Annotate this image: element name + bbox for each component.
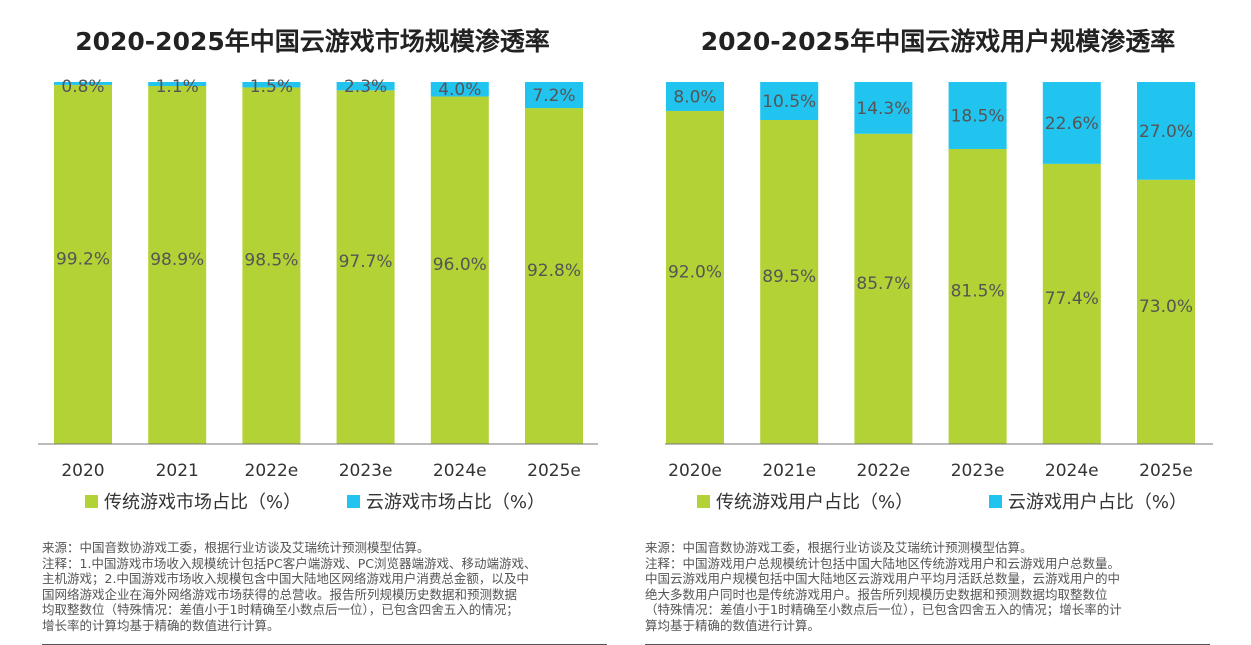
data-label-cloud: 1.1% (156, 77, 199, 97)
data-label-traditional: 98.9% (150, 250, 204, 270)
legend-swatch-traditional (85, 494, 98, 508)
x-tick-label: 2023e (951, 461, 1005, 481)
data-label-cloud: 8.0% (673, 87, 716, 107)
bar-cloud (525, 82, 583, 109)
note-line: 算均基于精确的数值进行计算。 (645, 617, 821, 633)
bar-cloud (760, 82, 819, 121)
user-penetration-chart: 92.0% 8.0% 2020e 89.5% 10.5% 2021e 85.7% 14.3% 2… (665, 82, 1213, 481)
bar-traditional (760, 120, 819, 444)
legend-label: 传统游戏市场占比（%） (104, 492, 302, 513)
data-label-traditional: 81.5% (951, 281, 1005, 301)
legend-swatch-cloud (346, 494, 360, 508)
source-note: 来源：中国音数协游戏工委，根据行业访谈及艾瑞统计预测模型估算。 注释：1.中国游… (42, 540, 536, 634)
chart-legend: 传统游戏市场占比（%） 云游戏市场占比（%） (85, 488, 585, 514)
note-line: 来源：中国音数协游戏工委，根据行业访谈及艾瑞统计预测模型估算。 (645, 540, 1033, 555)
data-label-cloud: 10.5% (762, 92, 816, 112)
market-penetration-chart: 99.2% 0.8% 2020 98.9% 1.1% 2021 98.5% 1.5% 2022e… (38, 77, 598, 481)
data-label-cloud: 27.0% (1139, 122, 1193, 142)
data-label-traditional: 92.0% (668, 262, 722, 282)
x-tick-label: 2020e (668, 461, 722, 481)
bar-cloud (242, 82, 301, 88)
note-line: 中国云游戏用户规模包括中国大陆地区云游戏用户平均月活跃总数量，云游戏用户的中 (645, 571, 1121, 587)
note-line: （特殊情况：差值小于1时精确至小数点后一位），已包含四舍五入的情况；增长率的计 (645, 602, 1122, 618)
data-label-cloud: 7.2% (532, 86, 575, 106)
user-penetration-panel: 2020-2025年中国云游戏用户规模渗透率 92.0% 8.0% 2020e 89.… (625, 0, 1251, 645)
chart-legend: 传统游戏用户占比（%） 云游戏用户占比（%） (697, 488, 1227, 514)
bar-traditional (1042, 163, 1101, 444)
x-tick-label: 2025e (1139, 461, 1193, 481)
bar-cloud (854, 82, 913, 134)
note-line: 均取整数位（特殊情况：差值小于1时精确至小数点后一位），已包含四舍五入的情况； (42, 602, 519, 618)
data-label-cloud: 14.3% (856, 99, 910, 119)
note-line: 来源：中国音数协游戏工委，根据行业访谈及艾瑞统计预测模型估算。 (42, 540, 430, 555)
data-label-traditional: 92.8% (527, 261, 581, 281)
data-label-cloud: 18.5% (951, 106, 1005, 126)
legend-label: 云游戏用户占比（%） (1007, 492, 1187, 513)
bar-traditional (525, 108, 583, 445)
chart-title: 2020-2025年中国云游戏市场规模渗透率 (75, 27, 550, 56)
bar-cloud (1137, 82, 1195, 180)
bar-traditional (148, 85, 207, 445)
data-label-traditional: 99.2% (56, 249, 110, 269)
x-tick-label: 2023e (339, 461, 393, 481)
legend-item-traditional: 传统游戏市场占比（%） (85, 488, 301, 514)
data-label-cloud: 0.8% (61, 77, 104, 97)
bar-cloud (666, 82, 724, 111)
bar-traditional (948, 148, 1007, 444)
x-tick-label: 2020 (61, 461, 104, 481)
source-note: 来源：中国音数协游戏工委，根据行业访谈及艾瑞统计预测模型估算。 注释：中国游戏用… (645, 540, 1122, 634)
bar-traditional (336, 90, 395, 445)
data-label-traditional: 98.5% (244, 251, 298, 271)
data-label-traditional: 89.5% (762, 267, 816, 287)
data-label-traditional: 85.7% (856, 274, 910, 294)
bar-traditional (54, 84, 112, 444)
data-label-cloud: 1.5% (250, 77, 293, 97)
legend-swatch-cloud (988, 494, 1002, 508)
x-tick-label: 2021e (762, 461, 816, 481)
legend-item-cloud: 云游戏市场占比（%） (346, 488, 545, 514)
chart-title: 2020-2025年中国云游戏用户规模渗透率 (700, 27, 1176, 56)
x-tick-label: 2025e (527, 461, 581, 481)
bar-traditional (854, 133, 913, 445)
bar-cloud (1042, 82, 1101, 164)
legend-item-cloud: 云游戏用户占比（%） (988, 488, 1187, 514)
legend-item-traditional: 传统游戏用户占比（%） (697, 488, 913, 514)
bar-cloud (336, 82, 395, 91)
note-line: 注释：中国游戏用户总规模统计包括中国大陆地区传统游戏用户和云游戏用户总数量。 (645, 555, 1121, 571)
data-label-traditional: 77.4% (1045, 289, 1099, 309)
bar-cloud (948, 82, 1007, 149)
note-line: 绝大多数用户同时也是传统游戏用户。报告所列规模历史数据和预测数据均取整数位 (645, 586, 1108, 602)
x-tick-label: 2022e (857, 461, 911, 481)
note-line: 国网络游戏企业在海外网络游戏市场获得的总营收。报告所列规模历史数据和预测数据 (42, 586, 518, 602)
data-label-cloud: 22.6% (1045, 114, 1099, 134)
x-tick-label: 2024e (433, 461, 487, 481)
bar-traditional (666, 110, 724, 445)
data-label-cloud: 2.3% (344, 77, 387, 97)
data-label-traditional: 73.0% (1139, 297, 1193, 317)
x-tick-label: 2021 (156, 461, 199, 481)
note-line: 增长率的计算均基于精确的数值进行计算。 (42, 617, 280, 633)
x-tick-label: 2022e (245, 461, 299, 481)
legend-label: 传统游戏用户占比（%） (716, 492, 914, 513)
note-line: 主机游戏；2.中国游戏市场收入规模包含中国大陆地区网络游戏用户消费总金额，以及中 (42, 571, 529, 587)
data-label-traditional: 97.7% (339, 252, 393, 272)
bar-traditional (430, 96, 489, 444)
x-tick-label: 2024e (1045, 461, 1099, 481)
data-label-traditional: 96.0% (433, 255, 487, 275)
bar-traditional (1137, 179, 1195, 445)
bar-cloud (148, 82, 207, 86)
market-penetration-panel: 2020-2025年中国云游戏市场规模渗透率 99.2% 0.8% 2020 98.9… (0, 0, 625, 645)
bar-cloud (430, 82, 489, 97)
data-label-cloud: 4.0% (438, 80, 481, 100)
legend-swatch-traditional (697, 494, 710, 508)
note-line: 注释：1.中国游戏市场收入规模统计包括PC客户端游戏、PC浏览器端游戏、移动端游… (42, 555, 537, 571)
bar-traditional (242, 87, 301, 445)
legend-label: 云游戏市场占比（%） (365, 492, 545, 513)
bar-cloud (54, 82, 112, 85)
